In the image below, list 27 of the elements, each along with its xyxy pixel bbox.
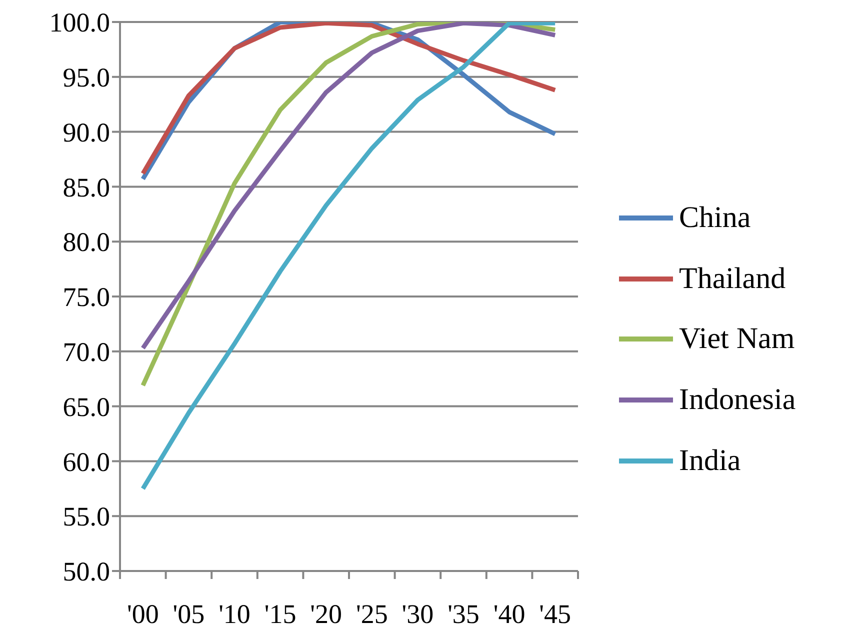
legend-label: Indonesia	[679, 383, 796, 418]
y-tick-label: 60.0	[62, 446, 110, 477]
x-tick-label: '10	[218, 599, 250, 629]
x-tick-label: '20	[310, 599, 342, 629]
y-tick-label: 50.0	[62, 556, 110, 587]
x-tick-label: '35	[448, 599, 480, 629]
x-tick-label: '15	[264, 599, 296, 629]
legend-label: Viet Nam	[679, 322, 795, 356]
y-tick-label: 95.0	[62, 62, 110, 92]
x-tick-label: '45	[539, 599, 572, 629]
line-series	[140, 22, 558, 491]
x-tick-label: '40	[493, 599, 526, 629]
y-tick-label: 65.0	[62, 392, 110, 422]
x-tick-label: '25	[356, 599, 388, 629]
y-tick-label: 100.0	[49, 8, 110, 38]
x-tick-label: '30	[402, 599, 434, 629]
x-tick-label: '05	[172, 599, 205, 629]
legend-label: China	[679, 201, 751, 236]
y-tick-label: 55.0	[62, 502, 110, 532]
legend-label: India	[679, 444, 741, 478]
legend-label: Thailand	[679, 262, 786, 296]
y-tick-label: 90.0	[62, 117, 110, 148]
y-tick-label: 75.0	[62, 282, 110, 312]
y-tick-label: 85.0	[62, 172, 110, 202]
y-tick-label: 70.0	[62, 336, 110, 367]
y-tick-label: 80.0	[62, 227, 110, 258]
x-tick-label: '00	[126, 599, 159, 629]
